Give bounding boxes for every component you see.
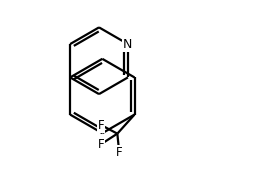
Text: F: F bbox=[98, 119, 104, 132]
Text: N: N bbox=[123, 38, 133, 50]
Text: F: F bbox=[98, 138, 104, 151]
Text: F: F bbox=[116, 146, 123, 159]
